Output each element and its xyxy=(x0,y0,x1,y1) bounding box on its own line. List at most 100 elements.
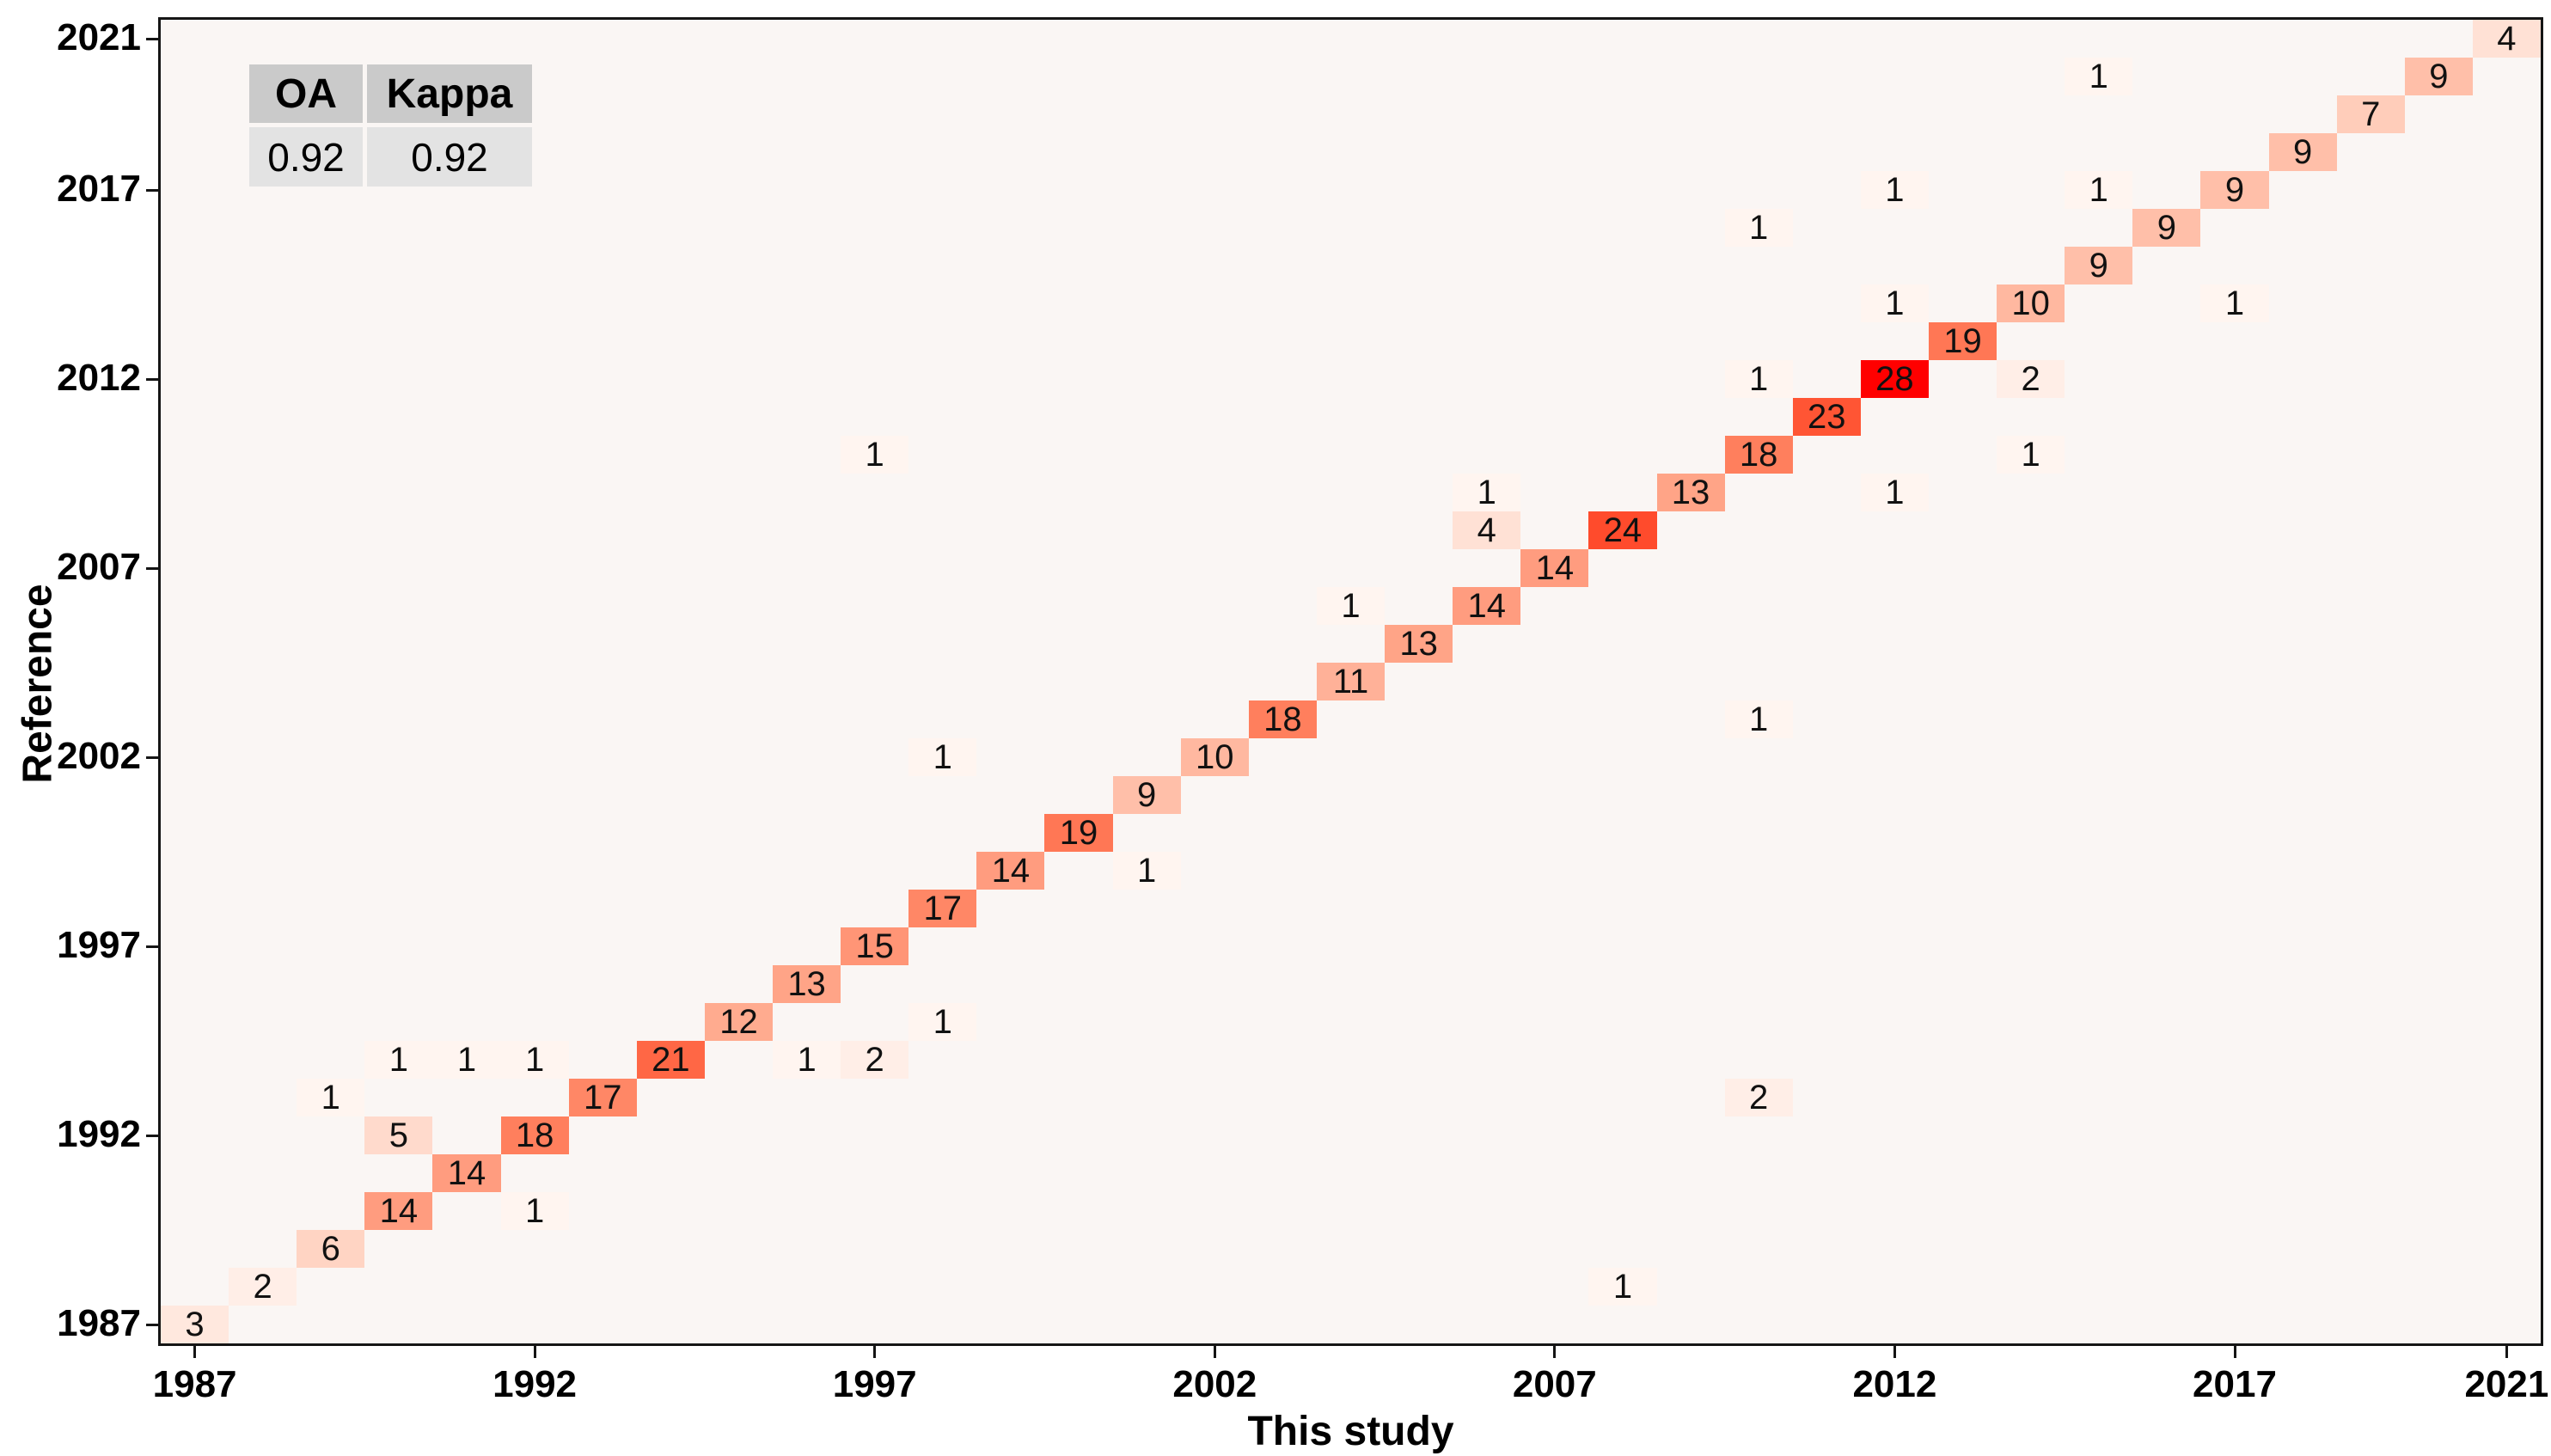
matrix-cell: 24 xyxy=(1588,511,1657,549)
matrix-cell: 1 xyxy=(1860,474,1929,511)
x-tick-label: 2002 xyxy=(1172,1363,1257,1405)
matrix-cell: 1 xyxy=(1724,209,1793,247)
matrix-cell: 1 xyxy=(1997,436,2065,474)
matrix-cell: 1 xyxy=(1724,700,1793,738)
matrix-cell: 14 xyxy=(1520,549,1589,587)
matrix-cell: 2 xyxy=(229,1268,297,1306)
matrix-cell: 6 xyxy=(297,1230,365,1268)
matrix-cell: 2 xyxy=(841,1041,909,1079)
x-tick-label: 1987 xyxy=(152,1363,237,1405)
y-tick-label: 1992 xyxy=(57,1113,141,1155)
y-tick-mark xyxy=(146,37,158,40)
y-tick-label: 2007 xyxy=(57,546,141,588)
matrix-cell: 1 xyxy=(1860,284,1929,322)
plot-panel: 3 2 1 6 14 1 14 5 18 1 17 2 1 1 1 21 1 2 12 1 13 15 17 14 1 19 9 10… xyxy=(158,17,2543,1346)
matrix-cell: 9 xyxy=(2268,133,2337,171)
matrix-cell: 10 xyxy=(1997,284,2065,322)
matrix-cell: 10 xyxy=(1180,738,1249,776)
x-tick-label: 1992 xyxy=(492,1363,578,1405)
x-tick-mark xyxy=(1553,1346,1557,1358)
matrix-cell: 17 xyxy=(908,890,977,927)
accuracy-table: OA Kappa 0.92 0.92 xyxy=(245,60,536,191)
matrix-cell: 13 xyxy=(1656,474,1725,511)
y-tick-label: 1987 xyxy=(57,1302,141,1344)
y-tick-mark xyxy=(146,1323,158,1326)
matrix-cell: 4 xyxy=(2472,20,2541,58)
x-tick-mark xyxy=(1893,1346,1896,1358)
matrix-cell: 19 xyxy=(1928,322,1997,360)
matrix-cell: 12 xyxy=(704,1003,774,1041)
matrix-cell: 2 xyxy=(1724,1079,1793,1116)
matrix-cell: 1 xyxy=(364,1041,433,1079)
x-tick-label: 2021 xyxy=(2464,1363,2549,1405)
y-tick-mark xyxy=(146,1134,158,1137)
x-tick-mark xyxy=(873,1346,877,1358)
matrix-cell: 2 xyxy=(1997,360,2065,398)
matrix-cell: 1 xyxy=(2200,284,2269,322)
x-tick-label: 2012 xyxy=(1852,1363,1937,1405)
kappa-value: 0.92 xyxy=(367,127,532,187)
matrix-cell: 14 xyxy=(432,1154,501,1192)
x-tick-mark xyxy=(2233,1346,2236,1358)
matrix-cell: 5 xyxy=(364,1116,433,1154)
matrix-cell: 1 xyxy=(2065,171,2133,209)
oa-value: 0.92 xyxy=(249,127,363,187)
matrix-cell: 18 xyxy=(500,1116,569,1154)
matrix-cell: 9 xyxy=(2404,58,2473,95)
kappa-header: Kappa xyxy=(367,64,532,123)
y-tick-mark xyxy=(146,756,158,759)
x-tick-mark xyxy=(2505,1346,2508,1358)
x-tick-label: 2007 xyxy=(1512,1363,1597,1405)
matrix-cell: 13 xyxy=(773,965,841,1003)
matrix-cell: 1 xyxy=(908,738,977,776)
oa-header: OA xyxy=(249,64,363,123)
y-tick-mark xyxy=(146,566,158,570)
matrix-cell: 17 xyxy=(568,1079,637,1116)
matrix-cell: 9 xyxy=(2132,209,2201,247)
x-tick-mark xyxy=(533,1346,536,1358)
accuracy-table-value-row: 0.92 0.92 xyxy=(249,127,532,187)
matrix-cell: 7 xyxy=(2336,95,2405,133)
x-axis-title: This study xyxy=(1247,1409,1454,1454)
y-tick-label: 2021 xyxy=(57,16,141,58)
y-axis-title: Reference xyxy=(15,584,61,784)
y-tick-mark xyxy=(146,945,158,948)
x-tick-label: 1997 xyxy=(832,1363,917,1405)
matrix-cell: 1 xyxy=(1316,587,1386,625)
y-tick-mark xyxy=(146,377,158,381)
matrix-cell: 11 xyxy=(1316,663,1386,700)
matrix-cell: 19 xyxy=(1044,814,1113,852)
y-tick-label: 1997 xyxy=(57,924,141,966)
matrix-cell: 23 xyxy=(1792,398,1861,436)
matrix-cell: 9 xyxy=(2200,171,2269,209)
matrix-cell: 9 xyxy=(1112,776,1181,814)
x-tick-mark xyxy=(193,1346,197,1358)
matrix-cell: 14 xyxy=(976,852,1045,890)
y-tick-label: 2002 xyxy=(57,735,141,777)
matrix-cell: 1 xyxy=(432,1041,501,1079)
matrix-cell: 15 xyxy=(841,927,909,965)
matrix-cell: 4 xyxy=(1453,511,1521,549)
x-tick-label: 2017 xyxy=(2193,1363,2277,1405)
matrix-cell: 1 xyxy=(1588,1268,1657,1306)
matrix-cell: 1 xyxy=(908,1003,977,1041)
matrix-cell: 1 xyxy=(2065,58,2133,95)
matrix-cell: 1 xyxy=(841,436,909,474)
y-tick-label: 2017 xyxy=(57,168,141,210)
matrix-cell: 28 xyxy=(1860,360,1929,398)
matrix-cell: 18 xyxy=(1248,700,1317,738)
matrix-cell: 1 xyxy=(1724,360,1793,398)
y-tick-label: 2012 xyxy=(57,357,141,399)
y-tick-mark xyxy=(146,188,158,192)
matrix-cell: 1 xyxy=(1860,171,1929,209)
matrix-cell: 1 xyxy=(297,1079,365,1116)
matrix-cell: 9 xyxy=(2065,247,2133,284)
matrix-cell: 1 xyxy=(500,1041,569,1079)
matrix-cell: 14 xyxy=(1453,587,1521,625)
matrix-cell: 1 xyxy=(1112,852,1181,890)
matrix-cell: 18 xyxy=(1724,436,1793,474)
matrix-cell: 1 xyxy=(500,1192,569,1230)
matrix-cell: 1 xyxy=(773,1041,841,1079)
matrix-cell: 14 xyxy=(364,1192,433,1230)
